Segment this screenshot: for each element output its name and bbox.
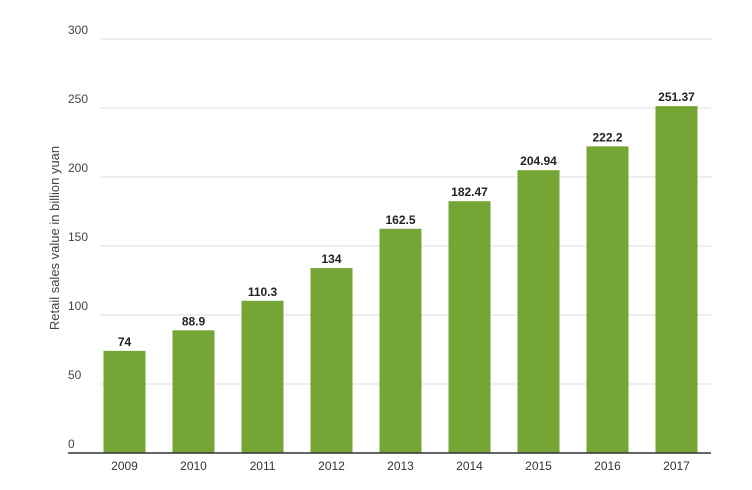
y-tick-label: 50	[68, 368, 82, 382]
data-label-2014: 182.47	[451, 185, 488, 199]
data-labels: 74 88.9 110.3 134 162.5 182.47 204.94 222.2 251.…	[118, 90, 695, 349]
y-tick-label: 0	[68, 437, 75, 451]
data-label-2012: 134	[321, 252, 341, 266]
y-tick-label: 100	[68, 299, 88, 313]
bar-2016	[586, 146, 629, 453]
x-tick-label-2013: 2013	[387, 459, 414, 473]
y-tick-label: 250	[68, 92, 88, 106]
bar-2017	[655, 106, 698, 453]
x-tick-label-2015: 2015	[525, 459, 552, 473]
data-label-2016: 222.2	[592, 130, 622, 144]
x-tick-label-2011: 2011	[250, 459, 276, 473]
x-tick-label-2009: 2009	[111, 459, 138, 473]
data-label-2010: 88.9	[182, 314, 206, 328]
data-label-2013: 162.5	[385, 213, 415, 227]
y-tick-label: 150	[68, 230, 88, 244]
x-tick-label-2014: 2014	[456, 459, 483, 473]
data-label-2015: 204.94	[520, 154, 557, 168]
data-label-2011: 110.3	[248, 285, 278, 299]
y-tick-label: 200	[68, 161, 88, 175]
data-label-2009: 74	[118, 335, 132, 349]
x-tick-label-2016: 2016	[594, 459, 621, 473]
bar-2015	[517, 170, 560, 453]
bar-2009	[103, 350, 146, 453]
bars	[103, 106, 698, 453]
bar-2012	[310, 268, 353, 453]
y-axis-ticks: 0 50 100 150 200 250 300	[68, 23, 88, 451]
data-label-2017: 251.37	[658, 90, 695, 104]
y-axis-title: Retail sales value in billion yuan	[47, 146, 62, 330]
bar-2014	[448, 201, 491, 453]
x-tick-label-2012: 2012	[318, 459, 345, 473]
x-tick-label-2017: 2017	[663, 459, 690, 473]
bar-2010	[172, 330, 215, 453]
bar-2011	[241, 300, 284, 453]
y-tick-label: 300	[68, 23, 88, 37]
x-tick-label-2010: 2010	[180, 459, 207, 473]
x-axis-ticks: 2009 2010 2011 2012 2013 2014 2015 2016 2017	[111, 459, 690, 473]
bar-2013	[379, 228, 422, 453]
